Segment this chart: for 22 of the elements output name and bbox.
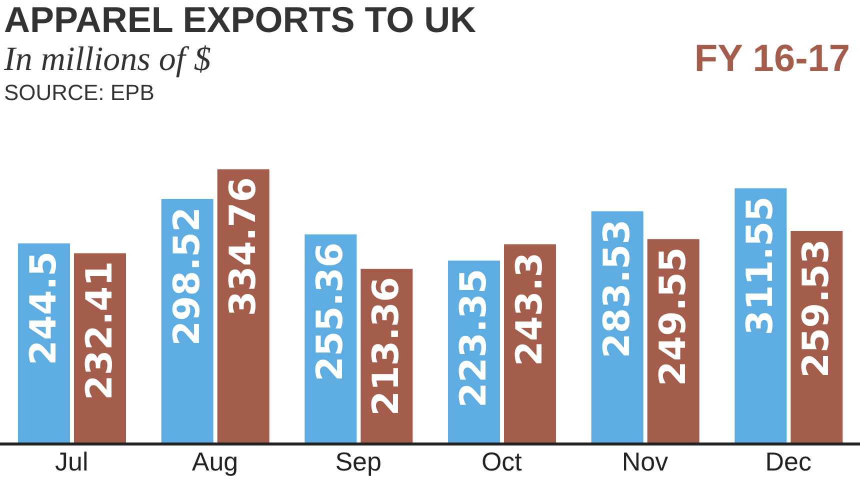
data-label: 283.53: [596, 219, 638, 358]
data-label: 244.5: [24, 251, 64, 366]
data-label: 311.55: [740, 196, 782, 336]
data-label: 334.76: [222, 177, 264, 316]
data-label: 213.36: [366, 276, 408, 416]
data-label: 243.3: [510, 252, 550, 366]
data-label: 259.53: [796, 238, 838, 378]
data-label: 249.55: [652, 247, 694, 386]
x-tick-label: Oct: [481, 446, 523, 476]
data-label: 298.52: [166, 206, 208, 346]
chart-subtitle: In millions of $: [4, 40, 212, 80]
data-label: 232.41: [80, 261, 120, 400]
x-tick-label: Dec: [765, 446, 812, 476]
x-tick-label: Aug: [192, 446, 238, 476]
chart-title: APPAREL EXPORTS TO UK: [4, 0, 476, 40]
source-note: SOURCE: EPB: [4, 80, 156, 106]
text: FY 16-17: [694, 38, 850, 81]
x-tick-label: Nov: [622, 446, 668, 476]
x-tick-label: Jul: [55, 446, 88, 476]
data-label: 255.36: [310, 242, 352, 382]
data-label: 223.35: [454, 268, 494, 408]
x-tick-label: Sep: [335, 446, 382, 476]
